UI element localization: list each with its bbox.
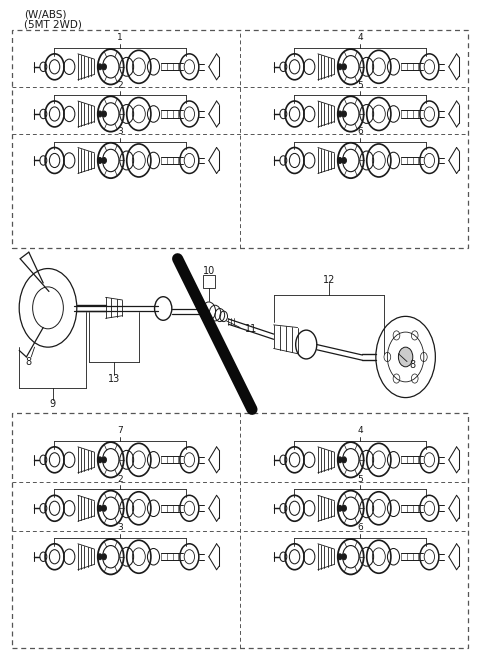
Text: (W/ABS): (W/ABS): [24, 9, 67, 20]
Circle shape: [98, 457, 102, 462]
Circle shape: [102, 457, 107, 462]
Circle shape: [342, 554, 347, 559]
Text: 3: 3: [118, 523, 123, 533]
Circle shape: [102, 111, 107, 117]
Bar: [203, 275, 215, 288]
Circle shape: [98, 64, 102, 69]
Text: 5: 5: [358, 475, 363, 484]
Text: (5MT 2WD): (5MT 2WD): [24, 19, 82, 29]
Circle shape: [102, 554, 107, 559]
Circle shape: [338, 111, 342, 117]
Circle shape: [98, 506, 102, 511]
Circle shape: [338, 554, 342, 559]
Bar: [12, 413, 468, 648]
Text: 8: 8: [409, 360, 416, 371]
Circle shape: [338, 64, 342, 69]
Circle shape: [342, 506, 347, 511]
Text: 9: 9: [50, 399, 56, 409]
Circle shape: [102, 158, 107, 164]
Circle shape: [338, 457, 342, 462]
Text: 4: 4: [358, 33, 363, 43]
Text: 4: 4: [358, 426, 363, 436]
Bar: [12, 30, 468, 248]
Text: 12: 12: [323, 274, 335, 285]
Circle shape: [98, 158, 102, 164]
Text: 2: 2: [118, 475, 123, 484]
Text: 1: 1: [118, 33, 123, 43]
Text: 5: 5: [358, 81, 363, 90]
Circle shape: [338, 506, 342, 511]
Text: 8: 8: [26, 356, 32, 367]
Text: 6: 6: [358, 127, 363, 136]
Circle shape: [102, 506, 107, 511]
Circle shape: [98, 554, 102, 559]
Text: 2: 2: [118, 81, 123, 90]
Text: 3: 3: [118, 127, 123, 136]
Circle shape: [338, 158, 342, 164]
Circle shape: [102, 64, 107, 69]
Text: 10: 10: [203, 265, 215, 276]
Circle shape: [342, 64, 347, 69]
Circle shape: [342, 111, 347, 117]
Circle shape: [342, 457, 347, 462]
Circle shape: [342, 158, 347, 164]
Text: 11: 11: [245, 324, 257, 334]
Text: 6: 6: [358, 523, 363, 533]
Circle shape: [98, 111, 102, 117]
Text: 13: 13: [108, 373, 120, 384]
Text: 7: 7: [118, 426, 123, 436]
Circle shape: [398, 347, 413, 367]
